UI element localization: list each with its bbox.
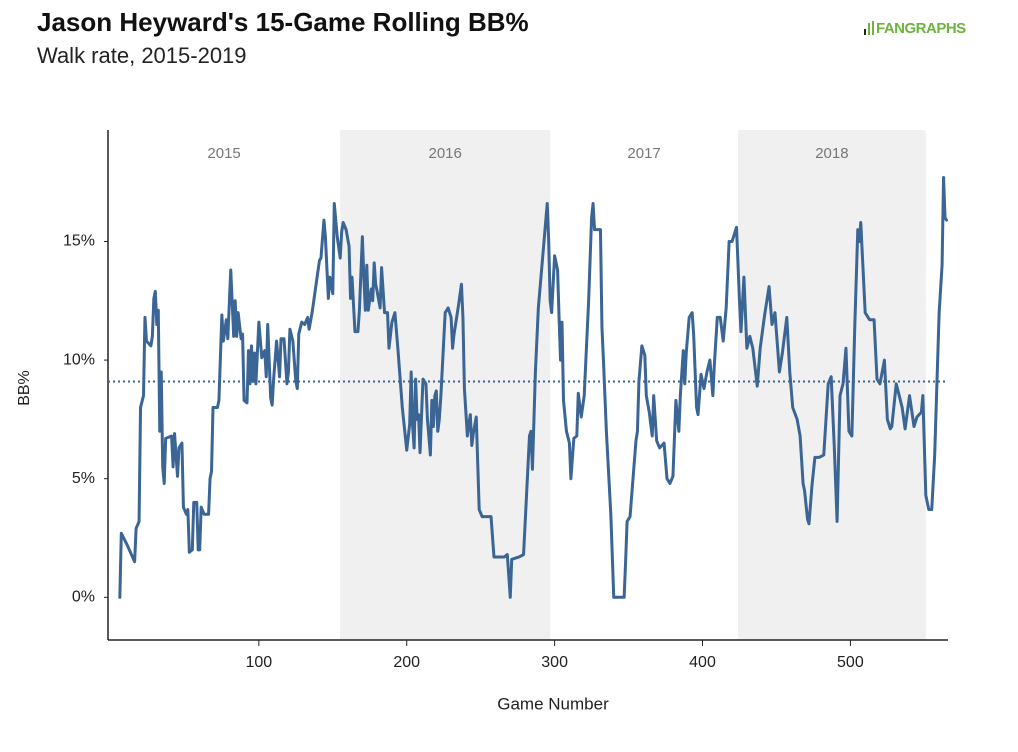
chart-title: Jason Heyward's 15-Game Rolling BB% <box>37 7 529 37</box>
season-label: 2016 <box>428 145 461 162</box>
data-line <box>118 175 949 599</box>
y-tick-label: 10% <box>63 351 95 368</box>
x-tick-label: 300 <box>541 654 568 671</box>
logo-icon <box>868 23 870 35</box>
y-tick-label: 5% <box>72 470 95 487</box>
x-tick-label: 100 <box>245 654 272 671</box>
season-band <box>340 130 551 640</box>
y-tick-label: 15% <box>63 233 95 250</box>
season-label: 2015 <box>207 145 240 162</box>
y-axis-label: BB% <box>16 370 33 406</box>
season-label: 2018 <box>815 145 848 162</box>
logo: FANGRAPHS <box>864 20 967 37</box>
logo-text: FANGRAPHS <box>876 20 966 37</box>
logo-icon <box>864 29 866 35</box>
x-tick-label: 200 <box>393 654 420 671</box>
chart-subtitle: Walk rate, 2015-2019 <box>37 43 247 68</box>
x-axis-label: Game Number <box>497 694 609 713</box>
x-tick-label: 400 <box>689 654 716 671</box>
season-label: 2017 <box>627 145 660 162</box>
y-tick-label: 0% <box>72 589 95 606</box>
x-tick-label: 500 <box>837 654 864 671</box>
logo-icon <box>872 21 874 35</box>
season-bands <box>340 130 926 640</box>
